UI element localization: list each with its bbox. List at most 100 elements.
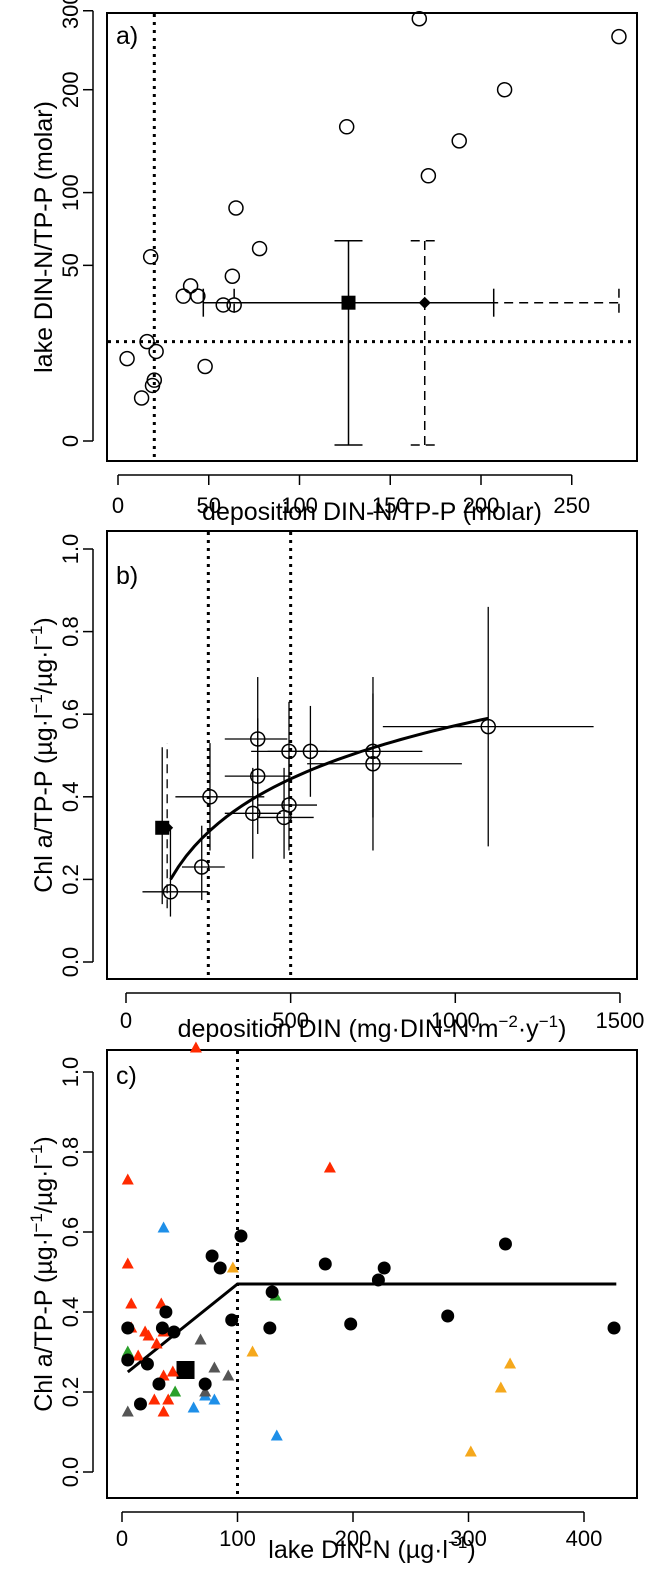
panel-b-data-point: [202, 789, 218, 805]
panel-c-blue-triangle-point: [208, 1393, 221, 1405]
panel-b-data-point: [245, 805, 261, 822]
panel-c-red-triangle-point: [125, 1297, 138, 1309]
panel-b-x-axis-title-end: ): [558, 1015, 566, 1043]
panel-b-y-tick-label: 1.0: [58, 534, 83, 565]
panel-a-data-point: [451, 133, 467, 149]
panel-b-x-tick-label: 1500: [595, 1008, 644, 1033]
panel-c-x-axis-title-sup1: −1: [448, 1533, 467, 1552]
panel-c-x-axis: 0 100 200 300 400: [116, 1511, 603, 1551]
panel-b-y-axis-title-sup1: −1: [27, 694, 46, 713]
panel-b-mean-diamond-marker: [161, 821, 174, 834]
panel-c-black-circle-point: [198, 1377, 212, 1391]
panel-b-x-axis-title-main: deposition DIN (mg·DIN-N·m: [178, 1015, 499, 1043]
panel-a-y-axis-title: lake DIN-N/TP-P (molar): [30, 101, 58, 373]
panel-c-points: [121, 1041, 621, 1457]
panel-c-blue-triangle-point: [270, 1429, 283, 1441]
panel-c-black-circle-point: [205, 1249, 219, 1263]
panel-c-black-circle-point: [371, 1273, 385, 1287]
panel-c-gray-triangle-point: [194, 1333, 207, 1345]
panel-c-red-triangle-point: [121, 1257, 134, 1269]
panel-c-red-triangle-point: [189, 1041, 202, 1053]
panel-a-x-tick-label: 0: [112, 493, 124, 518]
panel-a-mean-diamond-marker: [418, 296, 431, 309]
panel-c-black-circle-point: [234, 1229, 248, 1243]
panel-c-black-circle-point: [140, 1357, 154, 1371]
panel-a-y-tick-label: 100: [58, 174, 83, 211]
panel-c-red-triangle-point: [157, 1405, 170, 1417]
panel-a-data-point: [215, 297, 232, 313]
panel-a-data-point: [251, 240, 268, 257]
panel-c-gray-triangle-point: [222, 1369, 235, 1381]
panel-c-black-circle-point: [121, 1353, 135, 1367]
panel-c-green-triangle-point: [121, 1345, 134, 1357]
panel-c-y-tick-label: 0.0: [58, 1457, 83, 1488]
panel-c-y-axis-title-mid: /µg·l: [30, 1164, 58, 1213]
panel-c-x-tick-label: 400: [566, 1526, 603, 1551]
panel-b-label: b): [116, 562, 138, 590]
panel-b-x-axis: 0 500 1000 1500: [120, 992, 644, 1033]
panel-b-fit-curve: [169, 716, 489, 881]
panel-b-data-point: [365, 756, 381, 772]
panel-c-black-circle-point: [498, 1237, 512, 1251]
panel-b-x-axis-title: deposition DIN (mg·DIN-N·m−2·y−1): [178, 1012, 567, 1043]
panel-c-blue-triangle-point: [187, 1401, 200, 1413]
panel-b-summary-points: [155, 743, 174, 909]
panel-b-x-axis-title-mid: ·y: [518, 1015, 539, 1043]
panel-c-red-triangle-point: [132, 1349, 145, 1361]
panel-b-x-tick-label: 500: [272, 1008, 309, 1033]
panel-b-points: [142, 606, 594, 917]
panel-c-red-triangle-point: [166, 1365, 179, 1377]
panel-c-y-axis: 0.0 0.2 0.4 0.6 0.8 1.0: [58, 1057, 94, 1488]
panel-b-x-tick-label: 1000: [431, 1008, 480, 1033]
panel-b-x-axis-title-sup1: −2: [498, 1012, 517, 1031]
panel-a-plot-frame: [106, 12, 638, 462]
panel-b-y-tick-label: 0.6: [58, 699, 83, 730]
panel-c-y-tick-label: 0.8: [58, 1137, 83, 1168]
panel-b-y-tick-label: 0.8: [58, 616, 83, 647]
panel-c-y-tick-label: 0.4: [58, 1297, 83, 1328]
panel-b-y-tick-label: 0.2: [58, 864, 83, 895]
panel-b-y-axis-title-main: Chl a/TP-P (µg·l: [30, 713, 58, 892]
panel-b-x-tick-label: 0: [120, 1008, 132, 1033]
panel-a-x-tick-label: 200: [463, 493, 500, 518]
panel-b-plot-frame: [106, 530, 638, 980]
panel-b-y-axis: 0.0 0.2 0.4 0.6 0.8 1.0: [58, 534, 94, 978]
panel-a-x-axis: 0 50 100 150 200 250: [112, 474, 590, 518]
panel-c-y-axis-title-sup2: −1: [27, 1145, 46, 1164]
panel-c-orange-triangle-point: [504, 1357, 517, 1369]
panel-a-label: a): [116, 22, 138, 50]
panel-b-y-tick-label: 0.4: [58, 782, 83, 813]
panel-c-red-triangle-point: [148, 1393, 161, 1405]
panel-c-y-axis-title-sup1: −1: [27, 1213, 46, 1232]
panel-a-data-point: [197, 358, 213, 375]
panel-c-y-axis-title: Chl a/TP-P (µg·l−1/µg·l−1): [27, 1136, 58, 1412]
panel-a-data-point: [224, 268, 241, 284]
panel-a-data-point: [142, 249, 159, 265]
panel-a-summary-points: [202, 239, 620, 446]
panel-c-orange-triangle-point: [246, 1345, 259, 1357]
panel-c-orange-triangle-point: [494, 1381, 507, 1393]
panel-a-y-tick-label: 200: [58, 71, 83, 108]
panel-a-y-axis: 0 50 100 200 300: [58, 0, 94, 447]
panel-a-data-point: [139, 333, 155, 350]
panel-a-mean-square-marker: [341, 295, 356, 310]
panel-c-black-circle-point: [159, 1305, 173, 1319]
panel-c-red-triangle-point: [142, 1329, 155, 1341]
panel-c-y-axis-title-end: ): [30, 1136, 58, 1144]
panel-a-data-point: [133, 390, 150, 406]
panel-c-black-circle-point: [121, 1321, 135, 1335]
panel-c-gray-triangle-point: [121, 1405, 134, 1417]
panel-c-black-circle-point: [265, 1285, 279, 1299]
panel-a-x-axis-title: deposition DIN-N/TP-P (molar): [202, 498, 542, 526]
panel-a: a) 0 50 100 200 300 0 50 100 150 200 250 depositi…: [30, 0, 638, 526]
panel-c-black-circle-point: [225, 1313, 239, 1327]
panel-c-orange-triangle-point: [226, 1261, 239, 1273]
panel-c-x-tick-label: 300: [450, 1526, 487, 1551]
panel-c-blue-triangle-point: [157, 1221, 170, 1233]
panel-c-black-circle-point: [133, 1397, 147, 1411]
panel-b-y-tick-label: 0.0: [58, 947, 83, 978]
panel-c-label: c): [116, 1062, 137, 1090]
panel-c-black-circle-point: [155, 1321, 169, 1335]
panel-a-data-point: [496, 81, 513, 98]
